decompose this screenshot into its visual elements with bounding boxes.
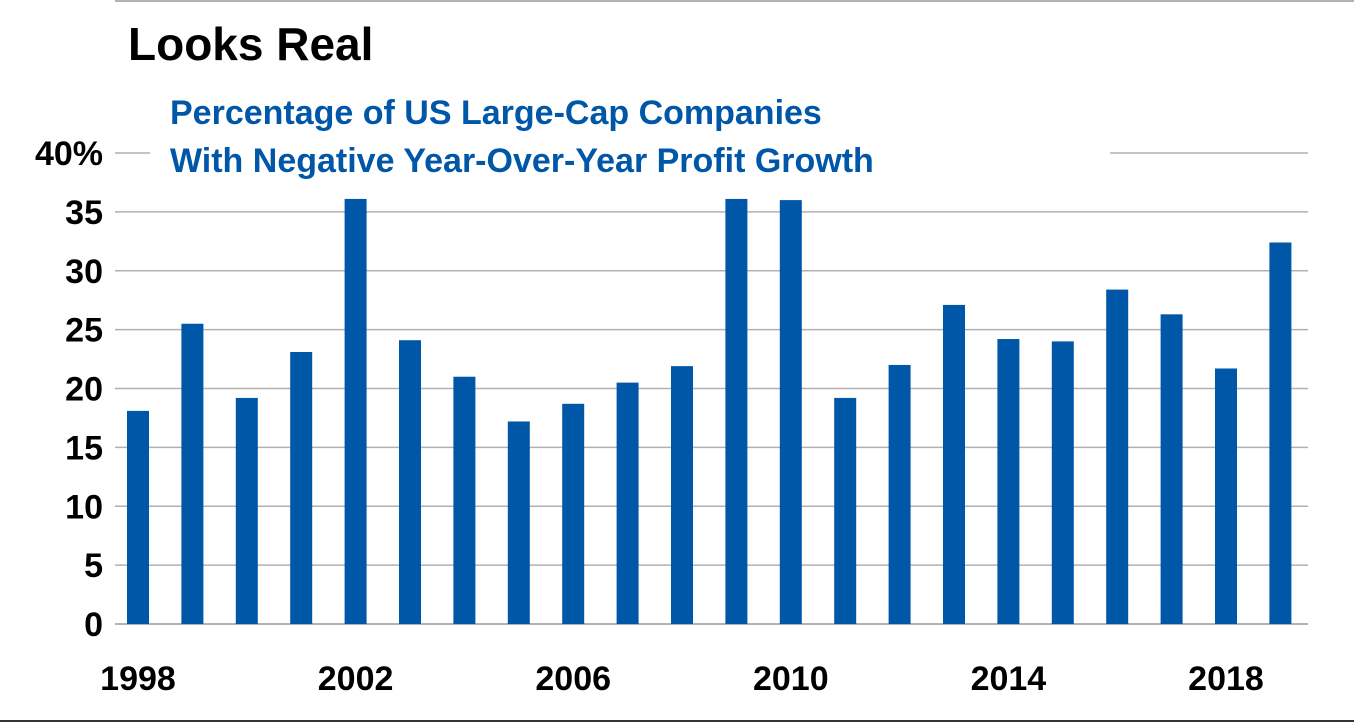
bar-2018 [1215,368,1237,624]
y-tick-label: 25 [65,312,103,350]
y-tick-label: 35 [65,194,103,232]
y-tick-label: 5 [84,547,103,585]
bar-2014 [997,339,1020,624]
y-tick-label: 0 [84,606,103,644]
x-tick-label: 2006 [535,660,611,698]
y-tick-label: 15 [65,429,103,467]
x-tick-label: 2010 [753,660,829,698]
x-tick-label: 2014 [971,660,1047,698]
bar-1998 [127,410,149,624]
chart-subtitle-line-2: With Negative Year-Over-Year Profit Grow… [170,142,874,180]
bar-2016 [1106,289,1129,624]
bar-2011 [834,397,857,624]
bar-2010 [779,200,802,624]
bar-2008 [671,366,693,624]
bar-2015 [1051,341,1074,624]
y-tick-label: 20 [65,371,103,409]
x-tick-label: 2002 [318,660,394,698]
bar-2009 [725,198,748,625]
chart-title: Looks Real [128,18,373,70]
subtitle-background [150,90,1110,185]
x-tick-label: 2018 [1188,660,1264,698]
bar-2002 [344,198,367,625]
bar-2005 [507,421,530,624]
bar-2006 [562,403,585,624]
bar-2012 [888,364,911,624]
bar-2013 [943,304,965,624]
y-tick-label: 30 [65,253,103,291]
y-tick-label: 40% [35,135,103,173]
bar-1999 [181,323,204,624]
bar-2007 [616,382,639,624]
chart-subtitle-line-1: Percentage of US Large-Cap Companies [170,94,822,132]
bar-2004 [453,376,476,624]
bar-2003 [399,340,421,624]
bar-2017 [1160,314,1183,624]
bar-2019 [1269,242,1292,625]
bar-2001 [290,351,313,624]
y-tick-label: 10 [65,488,103,526]
x-tick-label: 1998 [100,660,176,698]
bar-2000 [235,397,258,624]
